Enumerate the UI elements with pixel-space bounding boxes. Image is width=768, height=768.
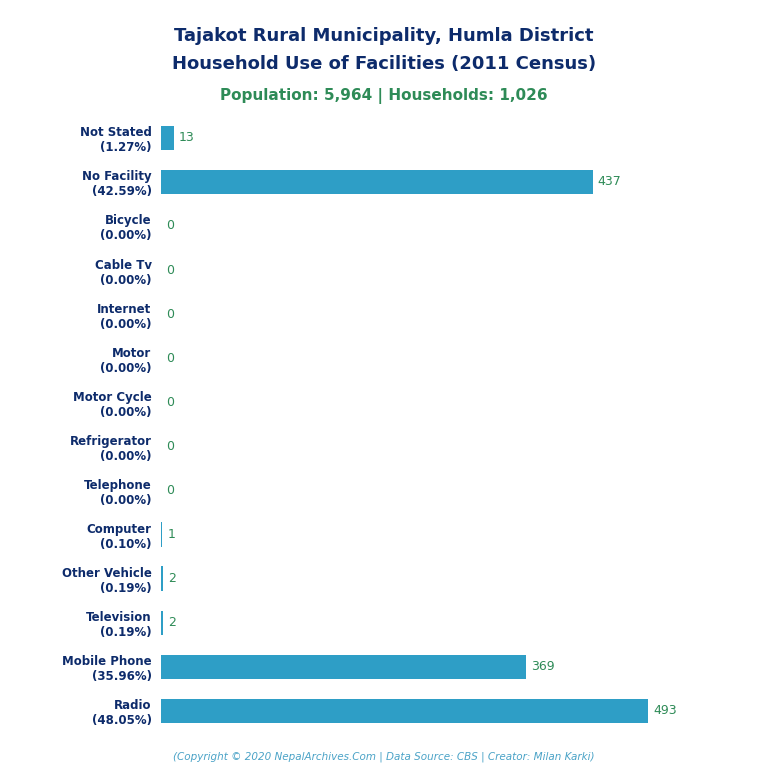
Text: 0: 0: [166, 396, 174, 409]
Text: 0: 0: [166, 484, 174, 497]
Text: 1: 1: [167, 528, 175, 541]
Text: 493: 493: [653, 704, 677, 717]
Text: 437: 437: [598, 175, 621, 188]
Bar: [161, 126, 174, 150]
Text: Tajakot Rural Municipality, Humla District: Tajakot Rural Municipality, Humla Distri…: [174, 27, 594, 45]
Text: 0: 0: [166, 220, 174, 233]
Text: Household Use of Facilities (2011 Census): Household Use of Facilities (2011 Census…: [172, 55, 596, 73]
Bar: [161, 170, 593, 194]
Text: 2: 2: [168, 616, 176, 629]
Text: 2: 2: [168, 572, 176, 585]
Bar: [161, 699, 648, 723]
Bar: [161, 611, 164, 635]
Text: 13: 13: [179, 131, 195, 144]
Text: 0: 0: [166, 352, 174, 365]
Bar: [161, 654, 525, 679]
Bar: [161, 567, 164, 591]
Text: 0: 0: [166, 440, 174, 453]
Bar: [161, 522, 162, 547]
Text: Population: 5,964 | Households: 1,026: Population: 5,964 | Households: 1,026: [220, 88, 548, 104]
Text: (Copyright © 2020 NepalArchives.Com | Data Source: CBS | Creator: Milan Karki): (Copyright © 2020 NepalArchives.Com | Da…: [174, 751, 594, 762]
Text: 0: 0: [166, 308, 174, 320]
Text: 0: 0: [166, 263, 174, 276]
Text: 369: 369: [531, 660, 554, 674]
